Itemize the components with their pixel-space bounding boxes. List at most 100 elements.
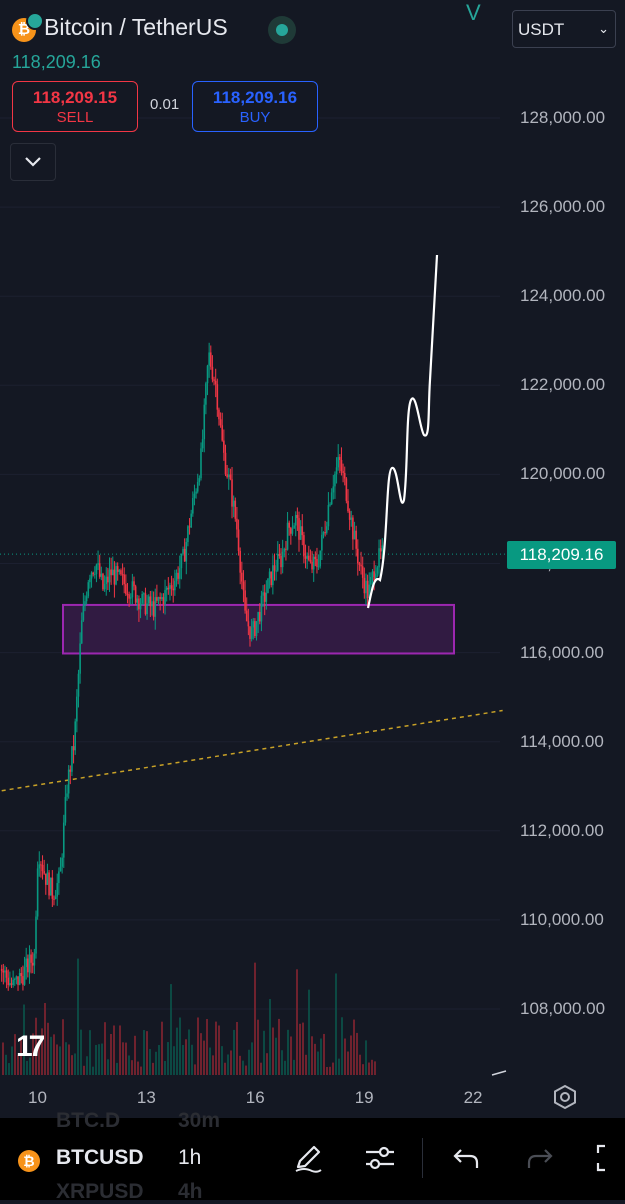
candle-body: [30, 954, 32, 963]
sliders-icon[interactable]: [362, 1140, 398, 1176]
currency-select[interactable]: USDT ⌄: [512, 10, 616, 48]
candle-body: [15, 976, 18, 979]
candle-body: [219, 419, 222, 426]
volume-bar: [335, 973, 337, 1075]
candle-body: [304, 556, 307, 559]
candle-body: [245, 610, 248, 622]
y-axis-label: 126,000.00: [520, 197, 606, 217]
candle-body: [317, 566, 320, 568]
volume-bar: [95, 1044, 97, 1075]
candle-body: [133, 581, 135, 587]
candle-body: [103, 584, 106, 590]
candle-body: [195, 491, 197, 494]
volume-bar: [236, 1021, 238, 1075]
candle-body: [45, 873, 47, 885]
candle-body: [291, 528, 294, 534]
price-chart[interactable]: [0, 0, 625, 1080]
market-open-icon: [268, 16, 296, 44]
chevron-down-icon: [25, 157, 41, 167]
candle-body: [368, 584, 371, 599]
tradingview-logo: 17: [16, 1030, 45, 1063]
volume-bar: [257, 1019, 259, 1075]
interval-picker[interactable]: 1h: [178, 1146, 202, 1169]
volume-bar: [5, 1054, 7, 1075]
candle-body: [138, 598, 140, 610]
candle-body: [31, 962, 34, 966]
candle-body: [152, 601, 155, 617]
volume-bar: [344, 1038, 346, 1075]
volume-bar: [233, 1029, 235, 1075]
volume-bar: [137, 1061, 139, 1075]
candle-body: [270, 571, 273, 586]
candle-body: [381, 545, 384, 552]
candle-body: [139, 603, 142, 610]
redo-icon[interactable]: [522, 1140, 558, 1176]
candle-body: [97, 563, 99, 565]
candle-body: [290, 527, 292, 534]
volume-bar: [182, 1044, 184, 1075]
settings-icon[interactable]: [552, 1084, 578, 1110]
volume-bar: [59, 1046, 61, 1075]
candle-body: [84, 601, 86, 607]
candle-body: [116, 566, 119, 572]
volume-bar: [122, 1042, 124, 1075]
symbol-picker[interactable]: BTCUSD: [56, 1146, 144, 1169]
volume-bar: [134, 1035, 136, 1075]
volume-bar: [290, 1036, 292, 1075]
volume-bar: [116, 1062, 118, 1075]
candle-body: [265, 592, 268, 602]
volume-bar: [374, 1061, 376, 1075]
candle-body: [118, 570, 121, 572]
volume-bar: [275, 1037, 277, 1075]
symbol-title[interactable]: Bitcoin / TetherUS: [44, 14, 228, 40]
undo-icon[interactable]: [448, 1140, 484, 1176]
volume-bar: [164, 1060, 166, 1075]
candle-body: [352, 517, 354, 540]
buy-button[interactable]: 118,209.16 BUY: [192, 81, 318, 132]
candle-body: [58, 871, 60, 884]
candle-body: [141, 593, 143, 604]
volume-bar: [359, 1054, 361, 1075]
volume-bar: [11, 1046, 13, 1075]
chart-area[interactable]: [0, 0, 625, 1080]
candle-body: [303, 535, 305, 557]
ghost-interval-below: 4h: [178, 1180, 203, 1203]
candle-body: [316, 558, 318, 567]
candle-body: [102, 573, 104, 590]
volume-bar: [35, 1017, 37, 1075]
candle-body: [167, 587, 170, 590]
candle-body: [180, 553, 183, 569]
candle-body: [347, 500, 349, 512]
volume-bar: [152, 1062, 154, 1075]
current-price-tag: 118,209.16: [507, 541, 616, 569]
candle-body: [59, 866, 62, 872]
candle-body: [174, 580, 176, 591]
candle-body: [41, 864, 44, 872]
sell-button[interactable]: 118,209.15 SELL: [12, 81, 138, 132]
candle-body: [241, 572, 243, 582]
candle-body: [129, 597, 132, 599]
buy-label: BUY: [239, 109, 271, 126]
candle-body: [339, 457, 341, 461]
candle-body: [373, 571, 375, 581]
volume-bar: [176, 1027, 178, 1075]
candle-body: [327, 505, 330, 527]
candle-body: [358, 563, 361, 565]
fullscreen-icon[interactable]: [592, 1140, 625, 1176]
volume-bar: [269, 999, 271, 1075]
collapse-button[interactable]: [10, 143, 56, 181]
candle-body: [307, 555, 310, 560]
pencil-icon[interactable]: [290, 1140, 326, 1176]
bitcoin-icon: ₿: [18, 1150, 40, 1172]
volume-bar: [56, 1044, 58, 1075]
candle-body: [255, 621, 258, 636]
candle-body: [111, 569, 114, 576]
candle-body: [18, 973, 21, 985]
candle-body: [234, 500, 237, 519]
candle-body: [23, 967, 26, 985]
volume-bar: [266, 1053, 268, 1075]
volume-bar: [71, 1055, 73, 1075]
candle-body: [267, 578, 269, 593]
candle-body: [190, 513, 192, 528]
candle-body: [224, 452, 227, 475]
